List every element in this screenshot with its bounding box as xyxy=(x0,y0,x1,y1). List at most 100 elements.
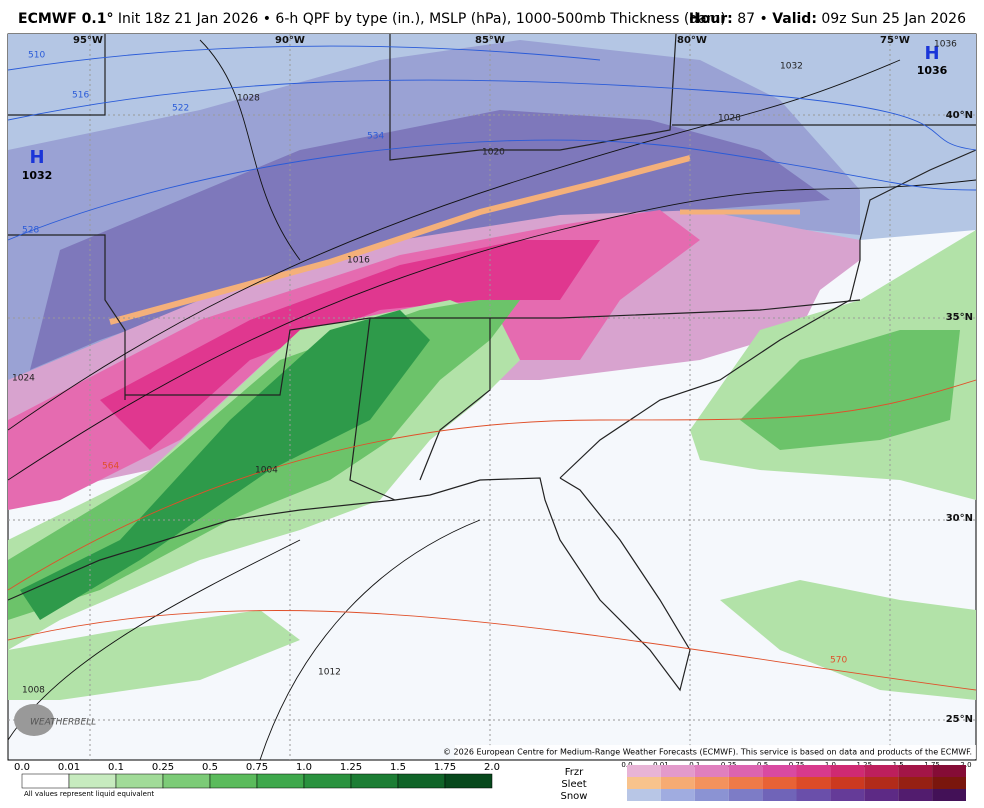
latitude-label: 35°N xyxy=(946,312,973,323)
latitude-label: 30°N xyxy=(946,513,973,524)
type-swatch xyxy=(694,789,729,801)
map: 95°W 90°W 85°W 80°W 75°W 40°N 35°N 30°N … xyxy=(7,33,977,761)
type-swatch xyxy=(694,765,729,777)
type-swatch xyxy=(796,777,831,789)
rain-swatch xyxy=(397,773,446,789)
longitude-label: 95°W xyxy=(73,35,103,46)
rain-tick: 0.25 xyxy=(152,762,174,773)
type-swatch xyxy=(660,789,695,801)
high-pressure: 1032 xyxy=(22,169,53,182)
copyright-box xyxy=(455,745,976,759)
rain-swatch xyxy=(21,773,70,789)
isobar-label: 1032 xyxy=(780,62,803,72)
type-swatch xyxy=(830,777,865,789)
high-symbol: H xyxy=(29,147,44,168)
type-swatch xyxy=(762,777,797,789)
type-name: Sleet xyxy=(561,779,586,790)
high-pressure: 1036 xyxy=(917,64,948,77)
longitude-label: 90°W xyxy=(275,35,305,46)
valid-label: Valid: xyxy=(772,11,817,27)
type-swatch xyxy=(694,777,729,789)
separator: • xyxy=(759,11,767,27)
rain-swatch xyxy=(209,773,258,789)
hour-label: Hour: xyxy=(689,11,733,27)
type-name: Frzr xyxy=(565,767,584,778)
isobar-label: 1036 xyxy=(934,40,957,50)
thickness-label: 570 xyxy=(830,656,847,666)
rain-area xyxy=(720,580,976,700)
rain-area xyxy=(740,330,960,450)
valid: 09z Sun 25 Jan 2026 xyxy=(821,11,966,27)
high-symbol: H xyxy=(924,43,939,64)
rain-area xyxy=(8,610,300,700)
type-swatch xyxy=(796,789,831,801)
type-swatch xyxy=(627,765,661,777)
thickness-label: 510 xyxy=(28,51,45,61)
graticule xyxy=(8,34,976,760)
type-swatch xyxy=(830,789,865,801)
thickness-label: 522 xyxy=(172,104,189,114)
type-swatch xyxy=(660,765,695,777)
isobar-label: 1020 xyxy=(482,148,505,158)
model: ECMWF 0.1° xyxy=(18,11,113,27)
rain-tick: 1.75 xyxy=(434,762,456,773)
type-swatch xyxy=(864,765,899,777)
isobar-label: 1028 xyxy=(718,114,741,124)
type-swatch xyxy=(728,789,763,801)
rain-tick: 0.75 xyxy=(246,762,268,773)
isobar-label: 1004 xyxy=(255,466,278,476)
logo-icon xyxy=(14,704,54,736)
rain-tick: 0.0 xyxy=(14,762,30,773)
rain-tick: 0.1 xyxy=(108,762,124,773)
freezing-rain-area xyxy=(100,240,600,450)
isobar-label: 1008 xyxy=(22,686,45,696)
longitude-label: 75°W xyxy=(880,35,910,46)
thickness-label: 564 xyxy=(102,462,119,472)
isobar-label: 1028 xyxy=(237,94,260,104)
boundaries xyxy=(8,34,976,692)
latitude-label: 25°N xyxy=(946,714,973,725)
latitude-label: 40°N xyxy=(946,110,973,121)
type-name: Snow xyxy=(561,791,588,802)
longitude-label: 80°W xyxy=(677,35,707,46)
rain-swatch xyxy=(350,773,399,789)
type-swatch xyxy=(898,789,933,801)
type-swatch xyxy=(830,765,865,777)
type-swatch xyxy=(728,777,763,789)
rain-note: All values represent liquid equivalent xyxy=(24,790,154,798)
legend: 0.0 0.01 0.1 0.25 0.5 0.75 1.0 1.25 1.5 1.75 2.0 Al… xyxy=(14,761,972,802)
type-swatch xyxy=(660,777,695,789)
thickness-label: 534 xyxy=(367,132,384,142)
rain-tick: 0.01 xyxy=(58,762,80,773)
description: Init 18z 21 Jan 2026 • 6-h QPF by type (… xyxy=(118,11,726,27)
type-swatch xyxy=(728,765,763,777)
copyright: © 2026 European Centre for Medium-Range … xyxy=(443,748,972,757)
isobars xyxy=(8,39,976,760)
thickness-lines xyxy=(8,45,976,691)
type-swatch xyxy=(762,765,797,777)
rain-tick: 1.25 xyxy=(340,762,362,773)
rain-tick: 1.0 xyxy=(296,762,312,773)
rain-swatch xyxy=(303,773,352,789)
header-title: ECMWF 0.1° Init 18z 21 Jan 2026 • 6-h QP… xyxy=(18,11,726,27)
type-swatch xyxy=(932,789,966,801)
logo: WEATHERBELL xyxy=(30,718,96,728)
rain-swatch xyxy=(256,773,305,789)
type-swatch xyxy=(932,777,966,789)
rain-area xyxy=(20,310,430,620)
thickness-label: 516 xyxy=(72,91,89,101)
type-swatch xyxy=(864,789,899,801)
isobar-label: 1012 xyxy=(318,668,341,678)
hour: 87 xyxy=(737,11,755,27)
type-swatch xyxy=(796,765,831,777)
isobar-label: 1024 xyxy=(12,374,35,384)
rain-swatch xyxy=(162,773,211,789)
rain-tick: 0.5 xyxy=(202,762,218,773)
type-swatch xyxy=(898,765,933,777)
rain-swatch xyxy=(68,773,117,789)
longitude-label: 85°W xyxy=(475,35,505,46)
sleet-area xyxy=(109,155,691,325)
type-swatch xyxy=(627,789,661,801)
type-swatch xyxy=(864,777,899,789)
